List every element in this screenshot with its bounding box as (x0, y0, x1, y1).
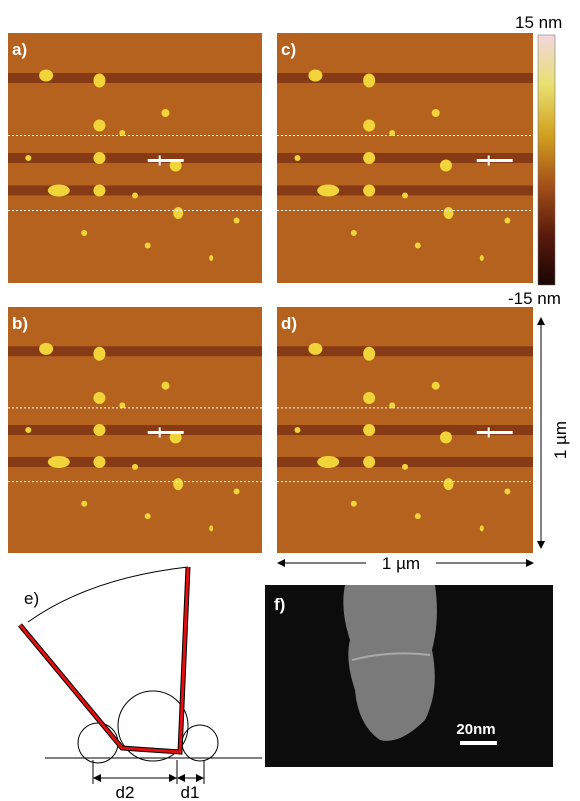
panel-label: a) (12, 40, 27, 59)
afm-dot (48, 456, 70, 468)
circle (78, 723, 118, 763)
colorbar-min: -15 nm (508, 289, 561, 308)
afm-panel: a) (8, 33, 262, 283)
afm-dot (444, 478, 454, 490)
afm-dot (93, 347, 105, 361)
afm-dot (317, 185, 339, 197)
afm-dot (93, 424, 105, 436)
afm-dot (308, 343, 322, 355)
afm-panel: d) (277, 307, 533, 553)
afm-dot (363, 185, 375, 197)
afm-dot (93, 74, 105, 88)
afm-dot (234, 489, 240, 495)
colorbar (538, 35, 555, 285)
afm-dot (93, 456, 105, 468)
afm-dot (480, 255, 484, 261)
d1-label: d1 (181, 783, 200, 801)
afm-dot (93, 152, 105, 164)
tip (20, 567, 188, 752)
panel-label: c) (281, 40, 296, 59)
afm-dot (145, 513, 151, 519)
afm-dot (48, 185, 70, 197)
afm-dot (294, 427, 300, 433)
curve (28, 567, 188, 622)
afm-dot (93, 392, 105, 404)
afm-dot (415, 513, 421, 519)
afm-panel: c) (277, 33, 533, 283)
afm-dot (39, 70, 53, 82)
afm-dot (132, 464, 138, 470)
afm-dot (81, 230, 87, 236)
afm-panels: a) b) c) d) (8, 33, 533, 553)
afm-dot (351, 230, 357, 236)
colorbar-max: 15 nm (515, 13, 562, 32)
afm-dot (294, 155, 300, 161)
afm-dot (363, 456, 375, 468)
afm-dot (25, 155, 31, 161)
afm-dot (161, 109, 169, 117)
afm-panel: b) (8, 307, 262, 553)
afm-dot (173, 478, 183, 490)
afm-dot (173, 207, 183, 219)
afm-dot (308, 70, 322, 82)
afm-dot (351, 501, 357, 507)
afm-dot (432, 382, 440, 390)
d2-label: d2 (116, 783, 135, 801)
afm-dot (132, 193, 138, 199)
circle (182, 725, 218, 761)
afm-dot (504, 218, 510, 224)
sem-image: f) 20nm (265, 585, 553, 767)
diagram: e) d2 d1 (20, 567, 262, 801)
afm-dot (145, 243, 151, 249)
afm-dot (440, 160, 452, 172)
afm-stripe (8, 153, 262, 163)
afm-dot (161, 382, 169, 390)
afm-dot (440, 431, 452, 443)
afm-stripe (8, 425, 262, 435)
afm-dot (415, 243, 421, 249)
horizontal-scale-label: 1 µm (382, 554, 420, 573)
afm-dot (444, 207, 454, 219)
panel-label: d) (281, 314, 297, 333)
afm-dot (93, 120, 105, 132)
afm-dot (39, 343, 53, 355)
afm-dot (432, 109, 440, 117)
afm-dot (402, 193, 408, 199)
diagram-label: e) (24, 589, 39, 608)
afm-dot (363, 347, 375, 361)
afm-dot (363, 424, 375, 436)
panel-label: b) (12, 314, 28, 333)
afm-dot (209, 255, 213, 261)
afm-dot (363, 392, 375, 404)
afm-dot (93, 185, 105, 197)
afm-dot (317, 456, 339, 468)
afm-dot (402, 464, 408, 470)
sem-label: f) (274, 595, 285, 614)
afm-dot (209, 525, 213, 531)
afm-dot (81, 501, 87, 507)
sem-scale-label: 20nm (456, 721, 495, 738)
afm-dot (25, 427, 31, 433)
vertical-scale-label: 1 µm (551, 421, 570, 459)
afm-dot (363, 120, 375, 132)
afm-dot (234, 218, 240, 224)
afm-dot (363, 74, 375, 88)
afm-dot (363, 152, 375, 164)
figure: a) b) c) d) 15 nm -15 nm 1 µm 1 µm e) d2 d1… (0, 0, 580, 801)
afm-dot (480, 525, 484, 531)
afm-dot (504, 489, 510, 495)
